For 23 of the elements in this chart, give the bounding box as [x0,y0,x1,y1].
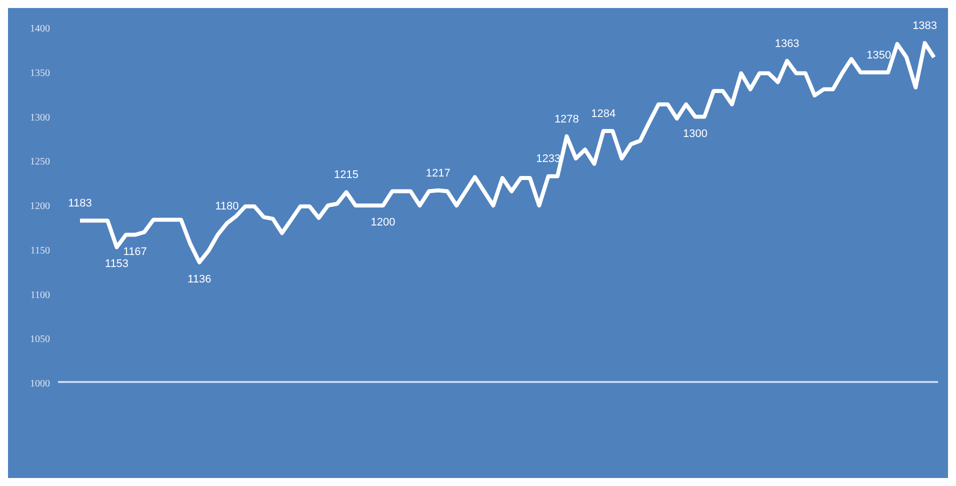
y-tick-label: 1400 [30,24,50,35]
y-tick-label: 1300 [30,112,50,124]
y-tick-label: 1100 [30,290,50,301]
data-label: 1363 [774,38,800,50]
data-label: 1167 [123,246,147,258]
y-tick-label: 1000 [30,378,50,390]
data-label: 1284 [591,108,616,120]
data-label: 1383 [912,20,938,32]
data-label: 1153 [104,258,129,270]
data-label: 1217 [426,167,450,180]
data-label: 1278 [554,113,579,126]
y-tick-label: 1150 [30,245,50,256]
data-label: 1215 [334,169,359,182]
data-label: 1300 [683,128,708,140]
data-label: 1200 [370,216,396,228]
y-tick-label: 1200 [30,201,50,212]
data-label: 1350 [866,49,892,62]
data-label: 1136 [188,273,212,286]
y-tick-label: 1050 [30,334,50,346]
y-tick-label: 1250 [30,156,50,168]
data-label: 1183 [68,198,92,210]
data-label: 1180 [215,200,239,212]
y-tick-label: 1350 [30,68,50,79]
